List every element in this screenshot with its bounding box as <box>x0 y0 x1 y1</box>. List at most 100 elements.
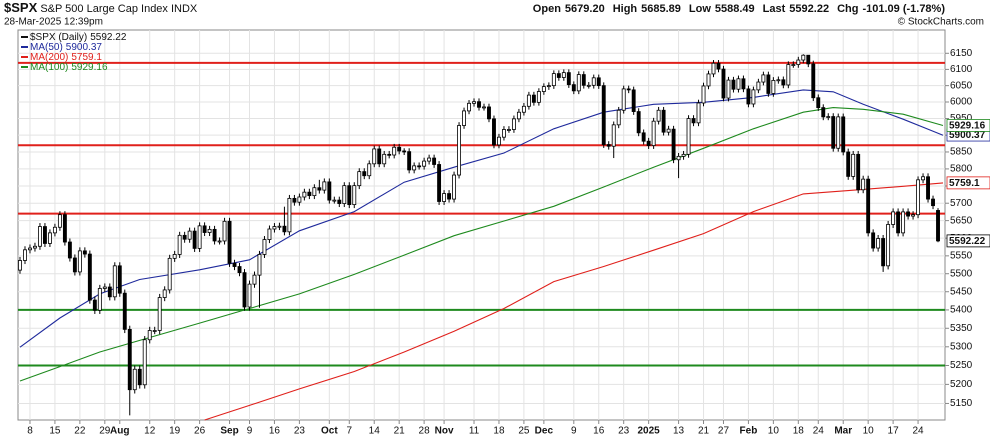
x-tick-label: 24 <box>813 426 825 437</box>
candle-body <box>97 288 102 311</box>
candle-body <box>202 225 207 233</box>
candle-body <box>881 238 886 267</box>
candle-body <box>377 148 382 165</box>
candle-body <box>157 297 162 331</box>
candle-body <box>606 144 611 147</box>
candle-body <box>492 118 496 146</box>
legend-name: MA(50) <box>30 42 63 53</box>
candle-body <box>811 63 816 99</box>
candle-body <box>502 129 506 138</box>
candle-body <box>277 225 282 228</box>
x-tick-label: 19 <box>169 426 181 437</box>
candle-body <box>302 191 307 198</box>
candle-body <box>467 102 471 112</box>
quote-label: Low <box>689 3 711 15</box>
x-tick-label: 18 <box>793 426 805 437</box>
x-tick-label: 29 <box>99 426 111 437</box>
candle-body <box>551 73 556 87</box>
value-badge-label: 5900.37 <box>949 130 986 141</box>
candle-body <box>172 254 177 259</box>
x-tick-label: Oct <box>321 426 338 437</box>
candle-body <box>262 239 267 255</box>
candle-body <box>661 109 666 133</box>
candle-body <box>482 106 486 109</box>
x-tick-label: 12 <box>144 426 156 437</box>
candle-body <box>836 116 841 149</box>
candle-body <box>806 54 811 65</box>
candle-body <box>87 253 92 301</box>
candle-body <box>741 78 746 90</box>
x-tick-label: 18 <box>493 426 505 437</box>
candle-body <box>57 214 62 228</box>
candle-body <box>736 78 741 90</box>
candle-body <box>621 88 626 111</box>
moving-average-line <box>19 89 944 348</box>
candle-body <box>362 171 367 177</box>
candle-body <box>766 74 771 94</box>
candle-body <box>18 260 22 271</box>
candle-body <box>801 54 806 61</box>
candle-body <box>671 128 676 161</box>
candle-body <box>112 265 117 298</box>
x-tick-label: 15 <box>49 426 61 437</box>
candle-body <box>746 88 751 105</box>
x-tick-label: 23 <box>618 426 630 437</box>
candle-body <box>33 245 37 249</box>
candle-body <box>417 165 422 168</box>
candle-body <box>62 214 67 243</box>
legend-entry: MA(200) 5759.1 <box>30 52 102 63</box>
candle-body <box>536 91 541 103</box>
plot-area <box>17 29 946 421</box>
candle-body <box>796 59 801 65</box>
candle-body <box>307 191 312 197</box>
value-badge-label: 5759.1 <box>949 178 980 189</box>
candle-body <box>477 101 481 108</box>
candle-body <box>67 241 72 259</box>
candle-body <box>626 88 631 91</box>
candle-body <box>541 86 546 92</box>
candle-body <box>382 153 387 165</box>
y-tick-label: 5400 <box>950 305 973 316</box>
candle-body <box>666 128 671 133</box>
candle-body <box>237 266 242 274</box>
candle-body <box>82 250 87 255</box>
candle-body <box>556 73 561 78</box>
candle-body <box>826 116 831 118</box>
y-tick-label: 5850 <box>950 147 973 158</box>
candle-body <box>137 368 142 386</box>
candle-body <box>896 211 901 234</box>
candle-body <box>372 148 377 165</box>
quote-value: 5679.20 <box>565 3 605 15</box>
legend-name: $SPX (Daily) <box>30 32 87 43</box>
x-tick-label: 10 <box>768 426 780 437</box>
candle-body <box>167 257 172 291</box>
y-tick-label: 5500 <box>950 268 973 279</box>
candle-body <box>227 220 232 264</box>
candle-body <box>282 225 287 233</box>
candle-body <box>531 94 536 103</box>
x-tick-label: 23 <box>294 426 306 437</box>
candle-body <box>272 226 277 230</box>
y-tick-label: 5950 <box>950 113 973 124</box>
candle-body <box>751 89 756 105</box>
y-tick-label: 6150 <box>950 48 973 59</box>
candle-body <box>791 64 796 66</box>
y-tick-label: 5550 <box>950 250 973 261</box>
candle-body <box>367 163 372 177</box>
candle-body <box>546 85 551 88</box>
candle-body <box>921 176 925 181</box>
x-tick-label: 25 <box>518 426 530 437</box>
x-tick-label: 27 <box>718 426 730 437</box>
candle-body <box>407 151 412 171</box>
candle-body <box>312 187 317 197</box>
candle-body <box>23 249 27 261</box>
candle-body <box>232 262 237 267</box>
candle-body <box>107 286 112 298</box>
y-tick-label: 5800 <box>950 164 973 175</box>
candle-body <box>447 193 452 200</box>
credit: © StockCharts.com <box>898 17 984 28</box>
legend-value: 5759.1 <box>71 52 102 63</box>
candle-body <box>52 226 57 234</box>
candle-body <box>207 228 212 233</box>
x-tick-label: 13 <box>673 426 685 437</box>
